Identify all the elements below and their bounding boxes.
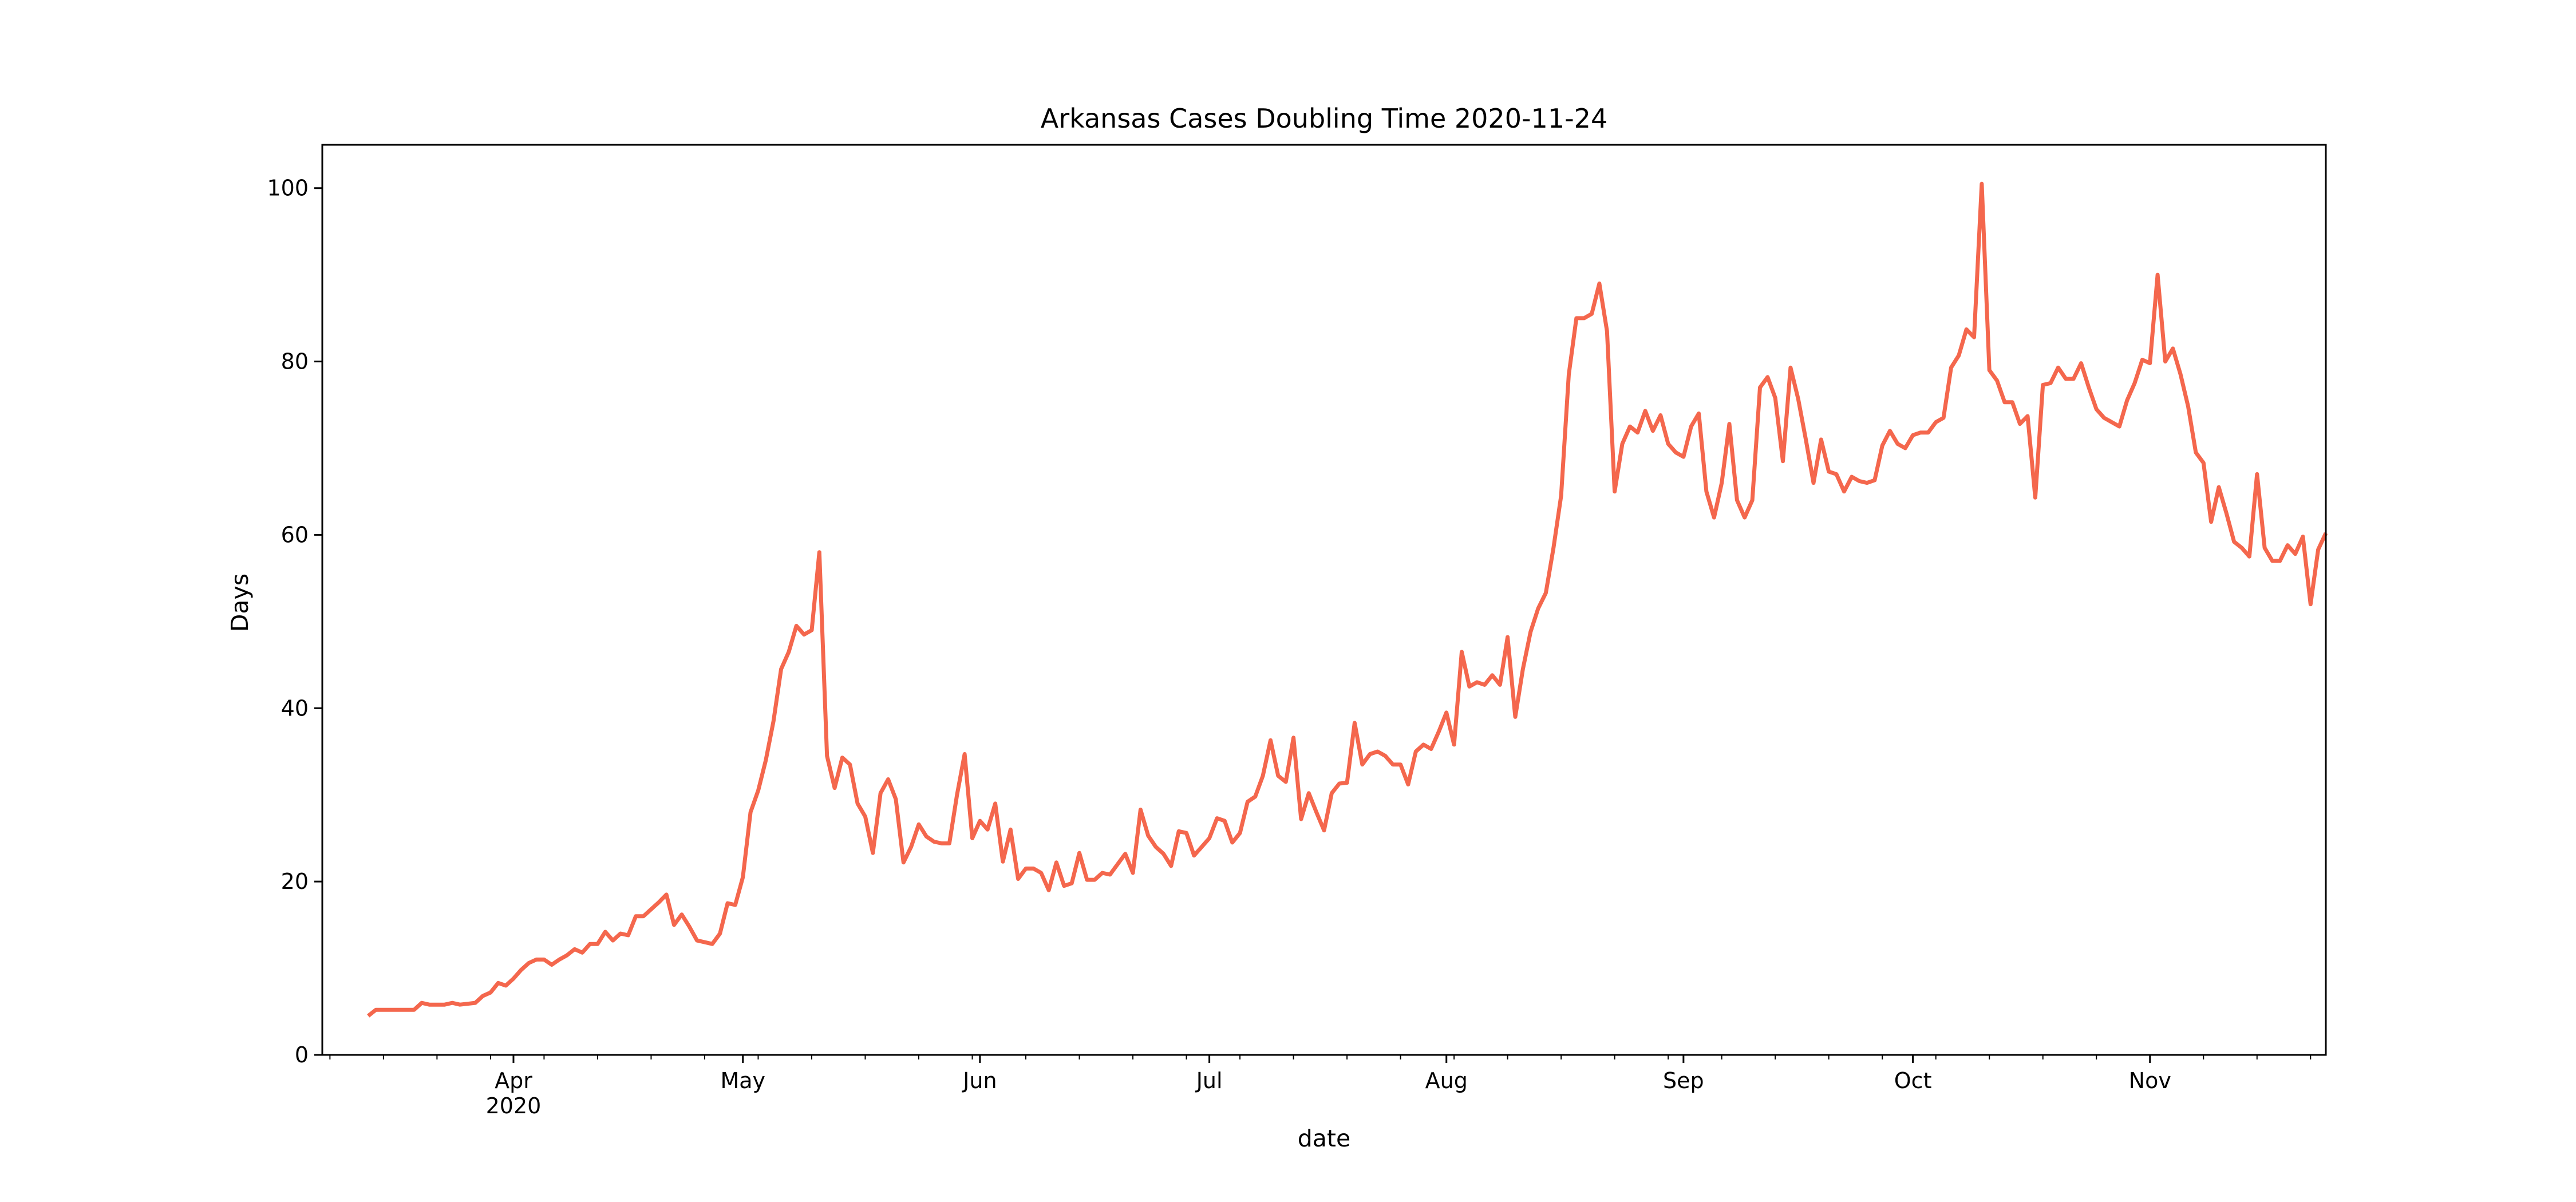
y-tick-label: 0	[295, 1042, 309, 1067]
x-tick-sublabel: 2020	[486, 1093, 542, 1118]
x-axis-label: date	[1298, 1125, 1350, 1152]
y-tick-label: 20	[281, 869, 309, 894]
chart-title: Arkansas Cases Doubling Time 2020-11-24	[1041, 103, 1607, 134]
y-tick-label: 60	[281, 522, 309, 547]
y-axis-label: Days	[226, 574, 254, 632]
x-tick-label: Oct	[1894, 1068, 1932, 1093]
x-tick-label: Nov	[2129, 1068, 2171, 1093]
x-tick-label: May	[720, 1068, 765, 1093]
y-axis: 0 20 40 60 80 100	[267, 176, 322, 1067]
y-tick-label: 100	[267, 176, 309, 201]
series-line	[367, 181, 2328, 1018]
x-tick-label: Jun	[962, 1068, 997, 1093]
x-tick-label: Apr	[495, 1068, 532, 1093]
y-tick-label: 80	[281, 349, 309, 374]
y-tick-label: 40	[281, 695, 309, 721]
x-tick-label: Jul	[1195, 1068, 1223, 1093]
series-layer	[367, 181, 2328, 1018]
x-tick-label: Sep	[1663, 1068, 1704, 1093]
plot-frame	[321, 144, 2327, 1056]
x-tick-label: Aug	[1425, 1068, 1468, 1093]
